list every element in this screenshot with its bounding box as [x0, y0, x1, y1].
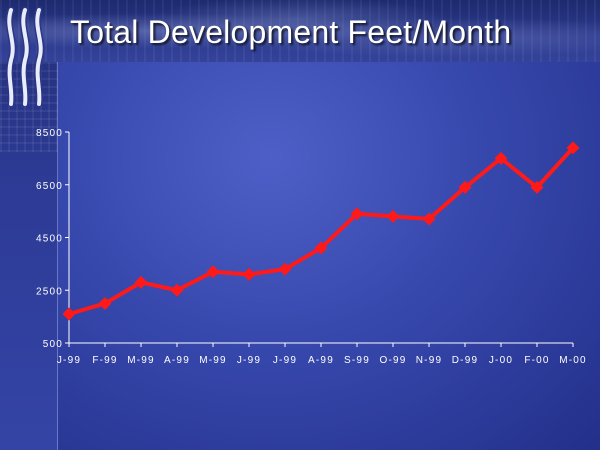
data-point-diamond: [134, 275, 148, 289]
y-tick-label: 4500: [36, 234, 63, 245]
x-tick-label: S-99: [344, 355, 370, 366]
data-point-diamond: [62, 307, 76, 321]
x-tick-label: J-99: [57, 355, 81, 366]
x-tick-label: A-99: [164, 355, 190, 366]
y-tick-label: 500: [43, 339, 63, 350]
data-point-diamond: [458, 180, 472, 194]
x-tick-label: N-99: [416, 355, 442, 366]
data-point-diamond: [278, 262, 292, 276]
x-tick-label: D-99: [452, 355, 478, 366]
data-point-diamond: [206, 265, 220, 279]
banner-texture: [0, 0, 600, 62]
left-decorative-strip: [0, 0, 58, 450]
x-tick-label: J-99: [237, 355, 261, 366]
x-tick-label: O-99: [379, 355, 406, 366]
data-point-diamond: [566, 141, 580, 155]
data-point-diamond: [494, 151, 508, 165]
data-point-diamond: [350, 207, 364, 221]
y-tick-label: 6500: [36, 181, 63, 192]
data-point-diamond: [170, 283, 184, 297]
x-tick-label: M-99: [199, 355, 227, 366]
slide-title: Total Development Feet/Month: [70, 14, 512, 50]
title-banner: [0, 0, 600, 62]
data-point-diamond: [386, 209, 400, 223]
x-tick-label: M-00: [559, 355, 587, 366]
corporate-wave-logo-icon: [5, 6, 45, 106]
x-tick-label: F-99: [92, 355, 117, 366]
y-tick-label: 8500: [36, 128, 63, 139]
y-tick-label: 2500: [36, 286, 63, 297]
x-tick-label: J-99: [273, 355, 297, 366]
x-tick-label: F-00: [524, 355, 549, 366]
data-point-diamond: [314, 241, 328, 255]
series-line: [67, 145, 575, 316]
data-point-diamond: [530, 180, 544, 194]
data-point-diamond: [242, 267, 256, 281]
data-point-diamond: [98, 296, 112, 310]
left-strip-edge: [57, 62, 58, 450]
x-tick-label: J-00: [489, 355, 513, 366]
x-tick-label: A-99: [308, 355, 334, 366]
x-tick-label: M-99: [127, 355, 155, 366]
data-point-diamond: [422, 212, 436, 226]
